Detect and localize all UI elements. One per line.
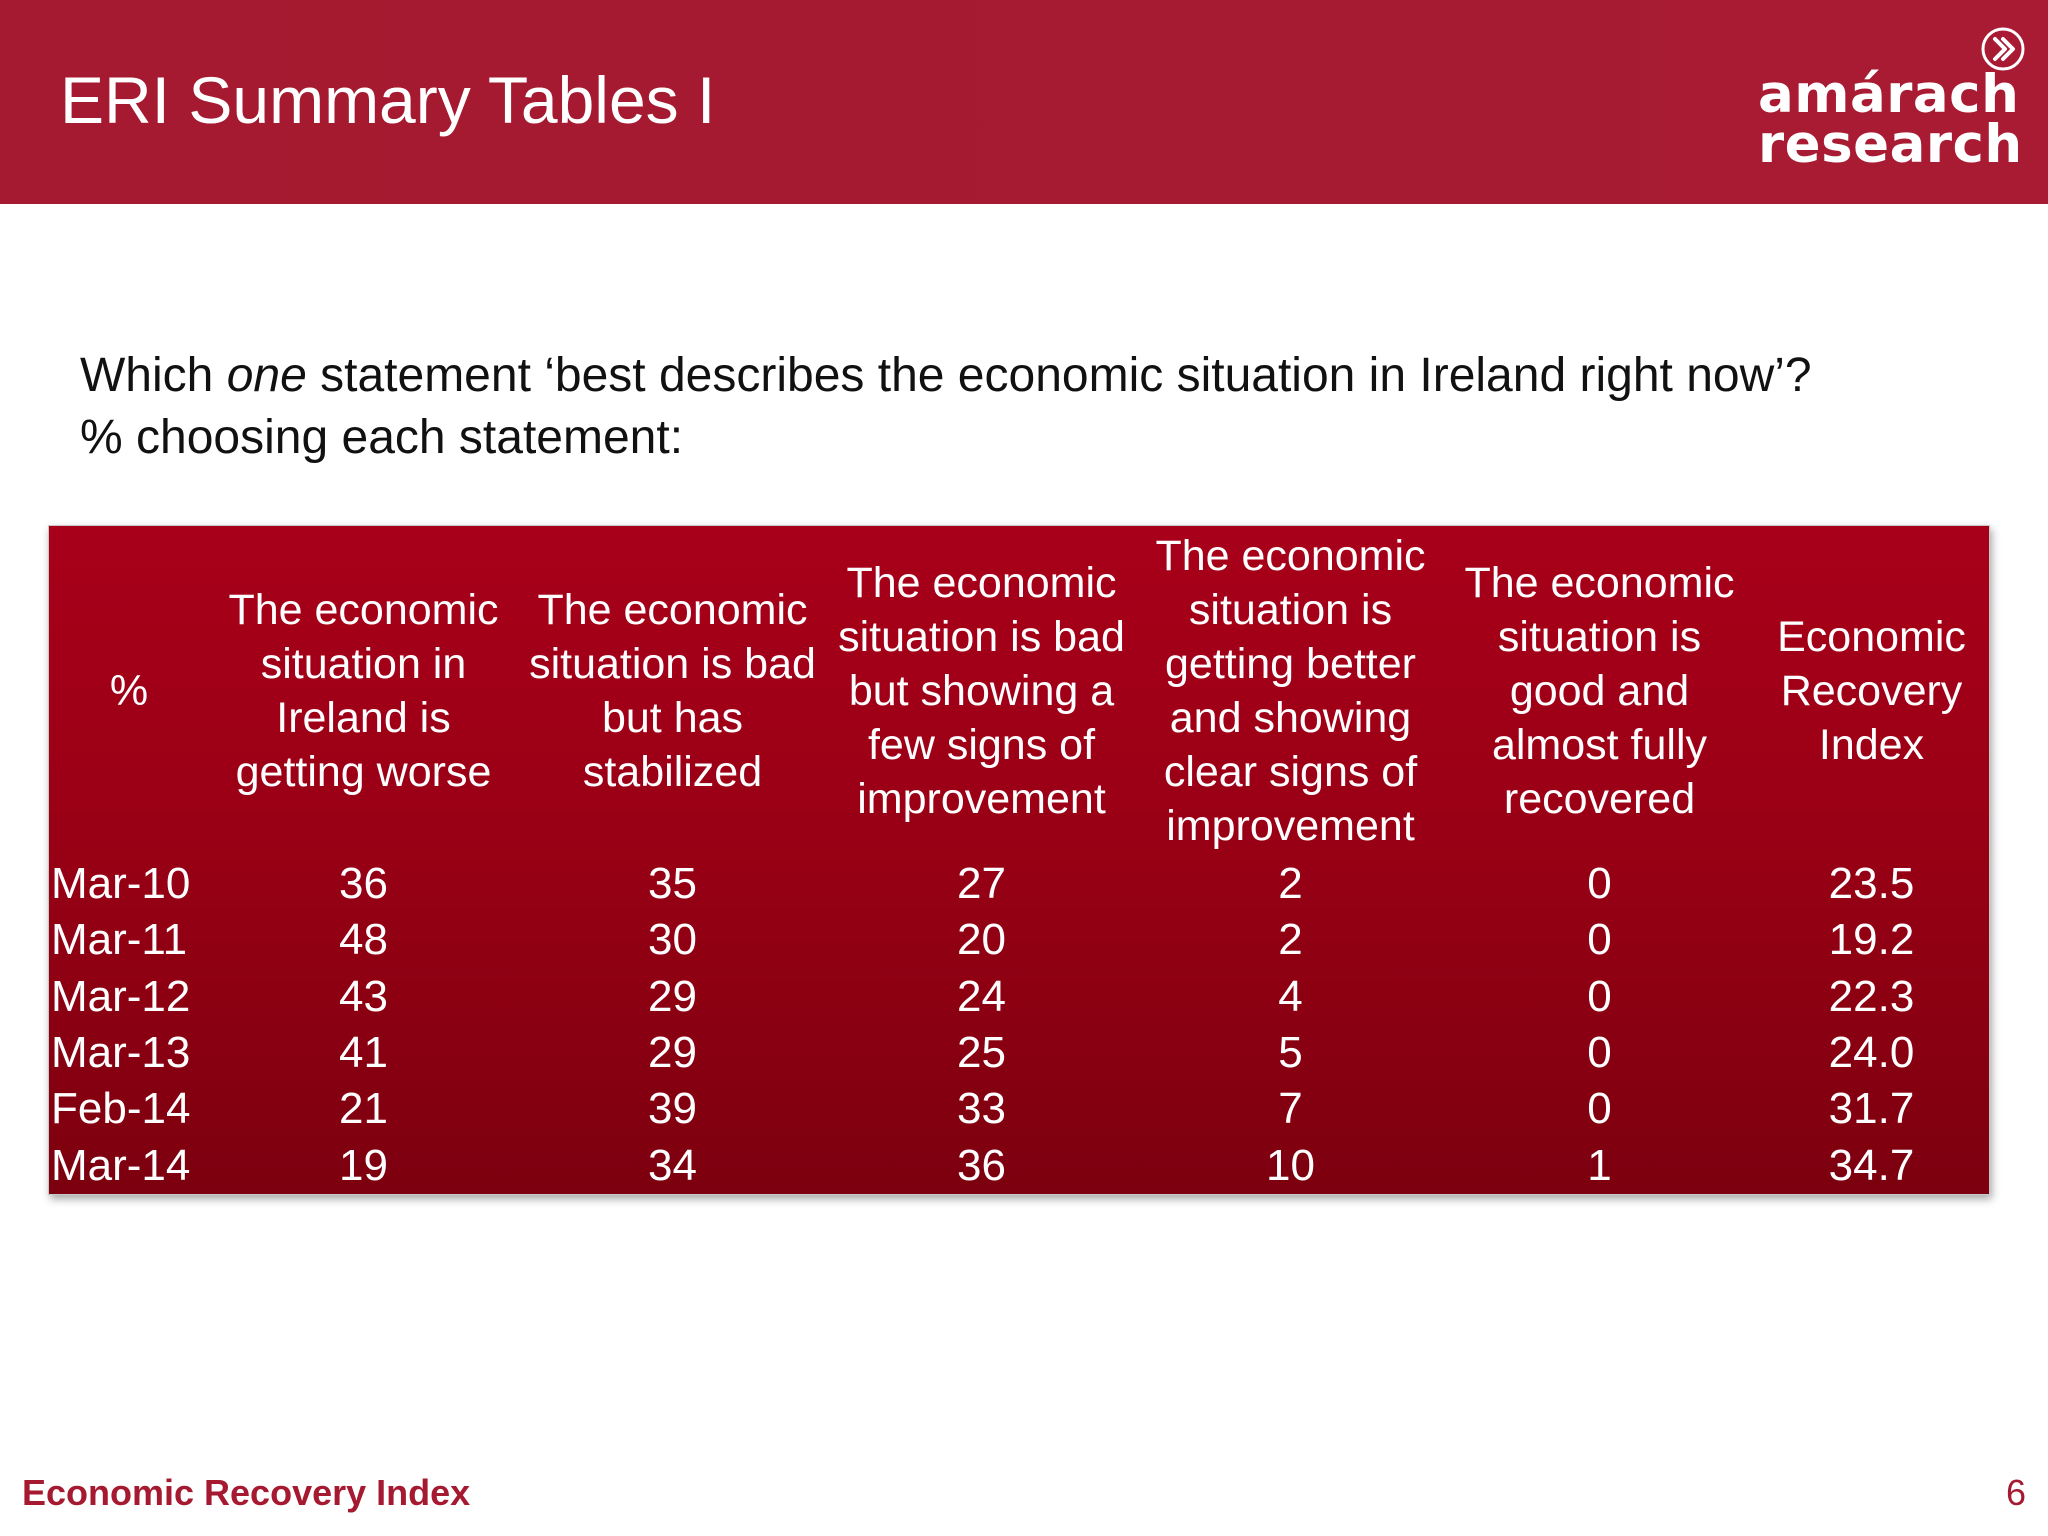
table-cell: 30: [648, 915, 697, 965]
eri-summary-table: % The economic situation in Ireland is g…: [48, 525, 1990, 1195]
table-cell: 41: [339, 1028, 388, 1078]
table-cell: 29: [648, 971, 697, 1021]
column-header: The economic situation is getting better…: [1155, 532, 1426, 850]
column-header: The economic situation is bad but has st…: [529, 586, 816, 796]
table-row: Mar-12 43 29 24 4 0 22.3: [49, 969, 1989, 1025]
table-cell: 2: [1278, 915, 1303, 965]
table-cell: 27: [957, 859, 1006, 909]
table-cell: 34: [648, 1140, 697, 1190]
table-cell: 29: [648, 1028, 697, 1078]
column-header: Economic Recovery Index: [1777, 613, 1966, 769]
page-number: 6: [2005, 1472, 2026, 1513]
table-row: Feb-14 21 39 33 7 0 31.7: [49, 1081, 1989, 1137]
table-cell: 23.5: [1828, 859, 1915, 909]
table-cell: 43: [339, 971, 388, 1021]
row-label: Mar-13: [51, 1028, 191, 1078]
table-cell: 21: [339, 1084, 388, 1134]
table-cell: 35: [648, 859, 697, 909]
data-table: % The economic situation in Ireland is g…: [49, 526, 1989, 1194]
table-cell: 0: [1587, 915, 1612, 965]
amarach-logo: amárach research: [1756, 26, 2026, 176]
column-header: The economic situation is bad but showin…: [838, 559, 1125, 823]
table-cell: 0: [1587, 971, 1612, 1021]
logo-text-line1: amárach: [1758, 64, 2020, 125]
table-cell: 19: [339, 1140, 388, 1190]
chevron-circle-icon: [1981, 27, 2025, 71]
question-suffix: statement ‘best describes the economic s…: [306, 349, 1812, 402]
column-header: The economic situation in Ireland is get…: [228, 586, 499, 796]
table-cell: 36: [957, 1140, 1006, 1190]
row-label: Mar-11: [51, 915, 188, 965]
table-cell: 25: [957, 1028, 1006, 1078]
table-cell: 1: [1587, 1140, 1612, 1190]
footer-title: Economic Recovery Index: [22, 1472, 471, 1513]
table-cell: 0: [1587, 859, 1612, 909]
table-cell: 19.2: [1828, 915, 1915, 965]
question-line1: Which one statement ‘best describes the …: [80, 345, 1812, 407]
logo-text-line2: research: [1758, 114, 2023, 175]
header-bar: [0, 0, 2048, 204]
table-cell: 0: [1587, 1084, 1612, 1134]
question-emphasis: one: [226, 349, 307, 402]
table-cell: 48: [339, 915, 388, 965]
table-cell: 24.0: [1828, 1028, 1915, 1078]
table-cell: 7: [1278, 1084, 1303, 1134]
table-cell: 36: [339, 859, 388, 909]
table-cell: 4: [1278, 971, 1303, 1021]
table-row: Mar-11 48 30 20 2 0 19.2: [49, 912, 1989, 968]
table-cell: 39: [648, 1084, 697, 1134]
table-cell: 0: [1587, 1028, 1612, 1078]
table-cell: 24: [957, 971, 1006, 1021]
table-cell: 34.7: [1828, 1140, 1915, 1190]
table-cell: 33: [957, 1084, 1006, 1134]
row-label: Mar-14: [51, 1140, 191, 1190]
table-cell: 22.3: [1828, 971, 1915, 1021]
survey-question: Which one statement ‘best describes the …: [80, 345, 1812, 469]
table-cell: 10: [1266, 1140, 1315, 1190]
table-cell: 31.7: [1828, 1084, 1915, 1134]
corner-header: %: [109, 667, 149, 715]
slide-title: ERI Summary Tables I: [60, 63, 716, 137]
question-prefix: Which: [80, 349, 227, 402]
table-cell: 2: [1278, 859, 1303, 909]
table-cell: 5: [1278, 1028, 1303, 1078]
question-line2: % choosing each statement:: [80, 411, 684, 464]
row-label: Mar-10: [51, 859, 191, 909]
table-row: Mar-10 36 35 27 2 0 23.5: [49, 856, 1989, 912]
row-label: Mar-12: [51, 971, 191, 1021]
row-label: Feb-14: [51, 1084, 191, 1134]
table-header-row: % The economic situation in Ireland is g…: [49, 526, 1989, 856]
table-row: Mar-13 41 29 25 5 0 24.0: [49, 1025, 1989, 1081]
table-cell: 20: [957, 915, 1006, 965]
column-header: The economic situation is good and almos…: [1464, 559, 1735, 823]
table-row: Mar-14 19 34 36 10 1 34.7: [49, 1138, 1989, 1194]
